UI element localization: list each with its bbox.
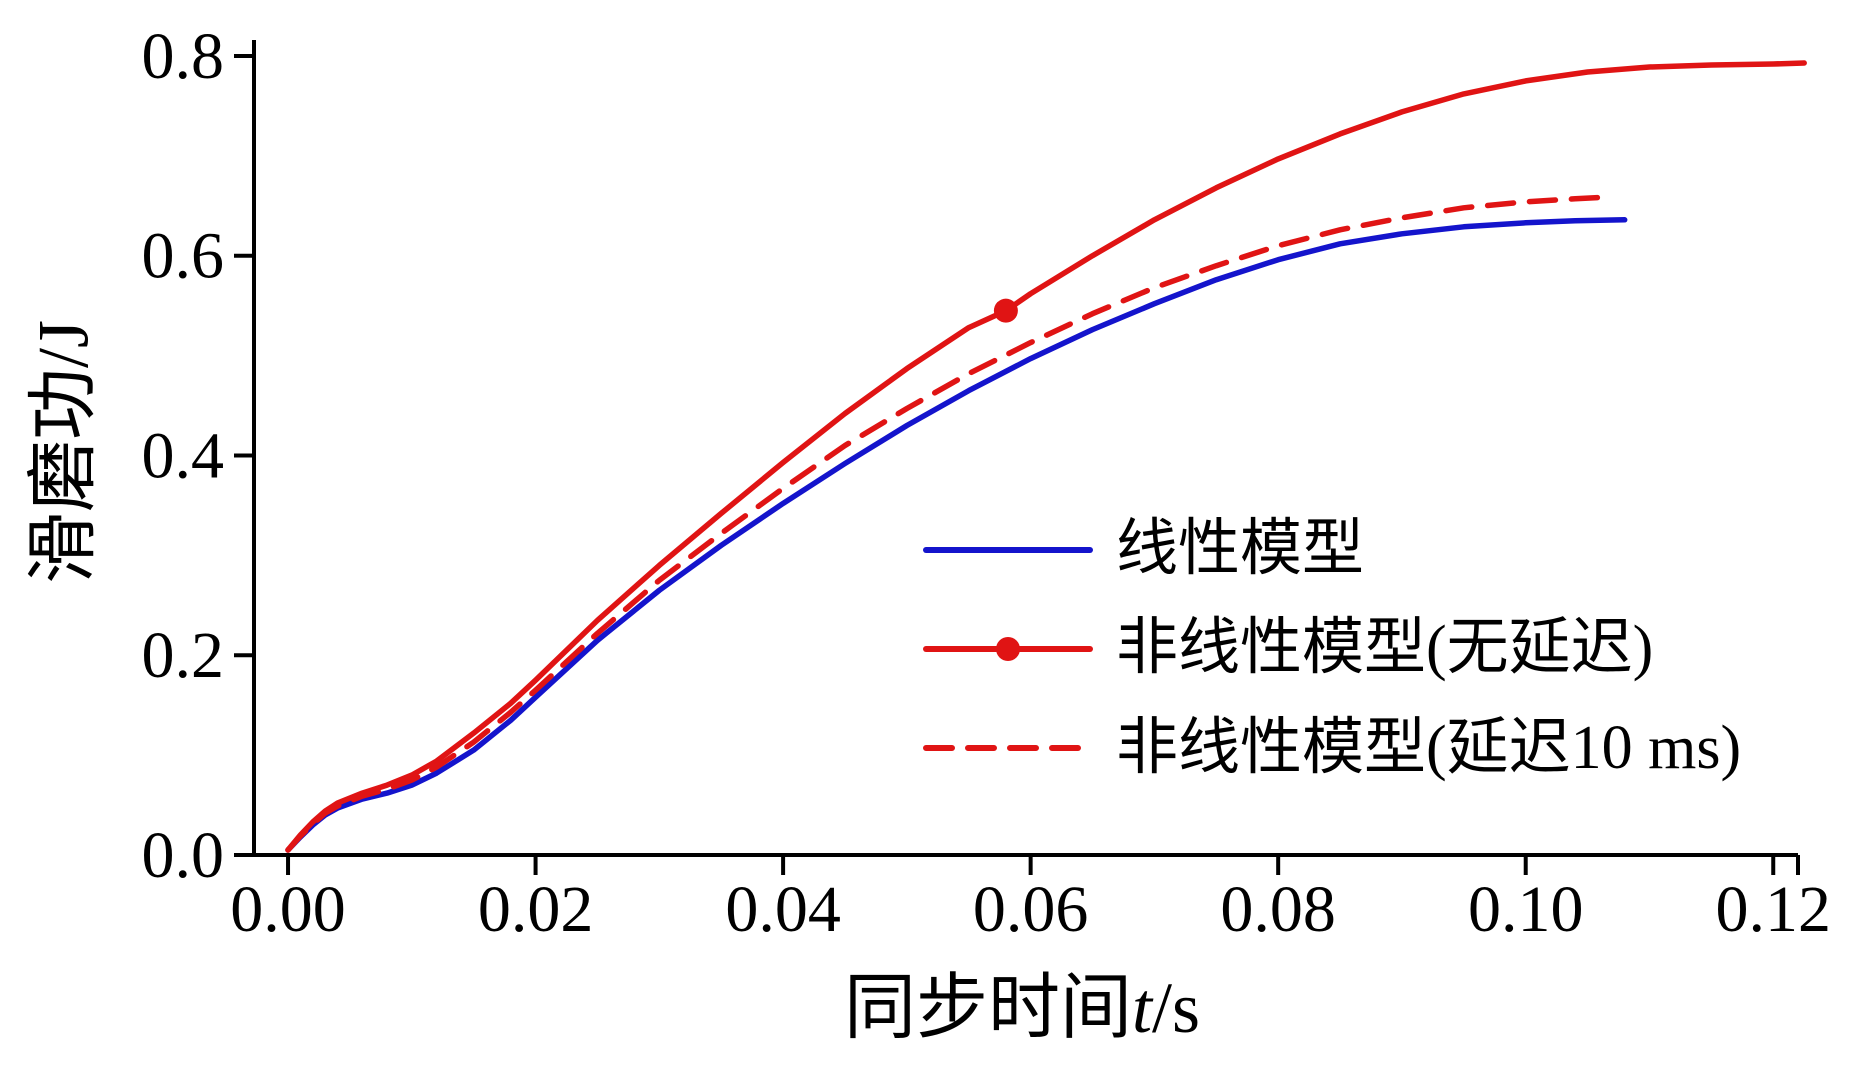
legend-line-sample-linear-model: [923, 546, 1093, 553]
legend-item-nonlinear-no-delay: 非线性模型(无延迟): [922, 613, 1741, 684]
y-tick-label: 0.8: [142, 20, 225, 93]
x-tick-label: 0.04: [725, 873, 841, 946]
legend-item-linear-model: 线性模型: [922, 514, 1741, 585]
y-tick-label: 0.2: [142, 619, 225, 692]
y-tick-label: 0.4: [142, 419, 225, 492]
y-axis-label: 滑磨功/J: [23, 319, 104, 585]
legend-label-linear-model: 线性模型: [1116, 515, 1365, 583]
legend: 线性模型非线性模型(无延迟) 非线性模型(延迟10 ms): [922, 514, 1741, 784]
x-axis-label-variable: t: [1131, 968, 1152, 1048]
axes-layer: 0.00 0.02 0.04 0.06 0.08 0.10 0.12 0.0 0.2 0.4 0.6…: [142, 20, 1831, 946]
legend-label-nonlinear-no-delay: 非线性模型(无延迟): [1116, 614, 1654, 683]
x-tick-label: 0.06: [973, 873, 1089, 946]
x-axis-label-suffix: /s: [1152, 968, 1201, 1048]
nonlinear-delay-10ms-line: [285, 194, 1616, 853]
y-tick-label: 0.6: [142, 220, 225, 293]
x-axis-label-prefix: 同步时间: [843, 968, 1132, 1048]
x-tick-label: 0.00: [230, 873, 346, 946]
x-axis-label: 同步时间t/s: [844, 948, 1200, 1053]
y-tick-label: 0.0: [142, 819, 225, 892]
x-tick-label: 0.10: [1468, 873, 1584, 946]
legend-label-nonlinear-delay-10ms: 非线性模型(延迟10 ms): [1116, 713, 1742, 782]
series-layer: [285, 60, 1807, 853]
legend-item-nonlinear-delay-10ms: 非线性模型(延迟10 ms): [922, 713, 1741, 784]
x-tick-label: 0.02: [478, 873, 594, 946]
nonlinear-no-delay-marker: [993, 298, 1018, 323]
legend-line-sample-nonlinear-no-delay: [923, 636, 1093, 661]
x-tick-label: 0.12: [1715, 873, 1831, 946]
nonlinear-no-delay-line: [285, 60, 1807, 853]
x-tick-label: 0.08: [1220, 873, 1336, 946]
legend-line-sample-nonlinear-delay-10ms: [923, 745, 1093, 752]
